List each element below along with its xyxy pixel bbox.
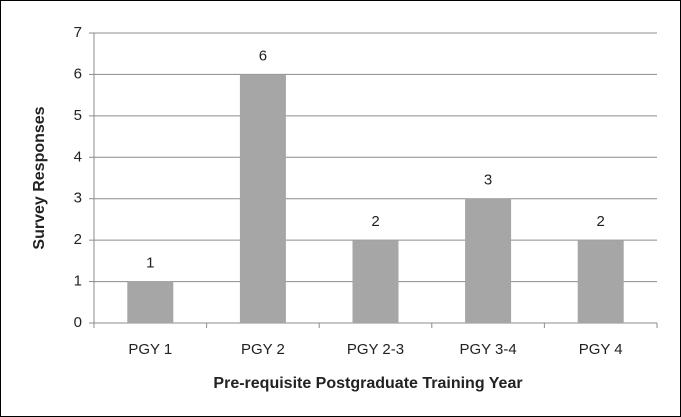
bar [465, 198, 512, 323]
data-label: 3 [484, 172, 492, 189]
x-tick-label: PGY 1 [128, 341, 172, 358]
x-tick-label: PGY 2 [241, 341, 285, 358]
bar [127, 281, 174, 323]
y-tick-label: 1 [74, 273, 82, 290]
bar [239, 74, 286, 323]
y-tick-label: 7 [74, 24, 82, 41]
x-tick-label: PGY 4 [579, 341, 623, 358]
y-tick-label: 5 [74, 107, 82, 124]
bar [352, 240, 399, 323]
y-tick-label: 3 [74, 190, 82, 207]
data-label: 1 [146, 255, 154, 272]
y-axis-title: Survey Responses [31, 106, 48, 249]
data-label: 2 [597, 213, 605, 230]
x-tick-label: PGY 2-3 [347, 341, 404, 358]
y-tick-label: 0 [74, 314, 82, 331]
y-tick-label: 2 [74, 231, 82, 248]
x-tick-label: PGY 3-4 [459, 341, 516, 358]
y-tick-label: 4 [74, 148, 82, 165]
x-axis-title: Pre-requisite Postgraduate Training Year [213, 375, 522, 392]
data-label: 6 [259, 47, 267, 64]
bar [577, 240, 624, 323]
data-label: 2 [371, 213, 379, 230]
y-tick-label: 6 [74, 65, 82, 82]
